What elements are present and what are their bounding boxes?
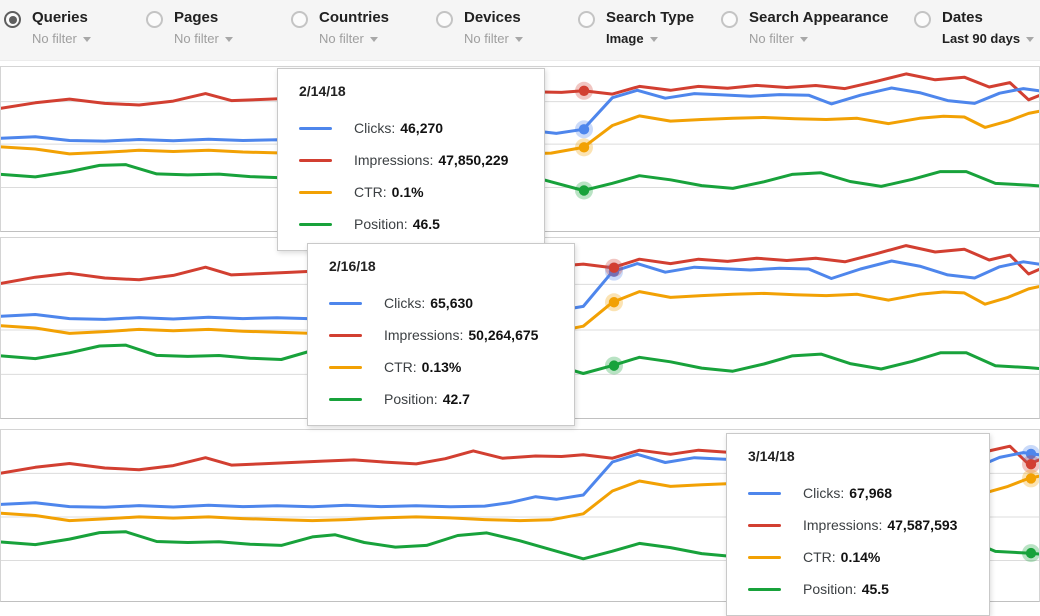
tooltip-row-position: Position: 42.7 (329, 383, 554, 415)
clicks-line-swatch-icon (748, 491, 781, 495)
dropdown-arrow-icon (369, 37, 378, 43)
tooltip-row-impressions: Impressions: 47,587,593 (748, 509, 969, 541)
tooltip-row-impressions: Impressions: 47,850,229 (299, 144, 524, 176)
filter-pages[interactable]: Pages No filter (146, 8, 233, 47)
queries-radio-icon[interactable] (4, 11, 21, 28)
clicks-line-swatch-icon (299, 126, 332, 130)
filter-dates[interactable]: Dates Last 90 days (914, 8, 1035, 47)
tooltip-row-clicks: Clicks: 46,270 (299, 112, 524, 144)
ctr-line-swatch-icon (329, 365, 362, 369)
filter-search-appearance[interactable]: Search Appearance No filter (721, 8, 889, 47)
tooltip-row-ctr: CTR: 0.14% (748, 541, 969, 573)
tooltip-row-ctr: CTR: 0.1% (299, 176, 524, 208)
filter-value-dropdown[interactable]: Image (606, 31, 694, 47)
filter-queries[interactable]: Queries No filter (4, 8, 91, 47)
tooltip-row-clicks: Clicks: 65,630 (329, 287, 554, 319)
tooltip-date: 2/16/18 (329, 258, 376, 274)
filter-search-type[interactable]: Search Type Image (578, 8, 694, 47)
line-chart (1, 72, 1039, 200)
impressions-line-swatch-icon (329, 333, 362, 337)
ctr-line-swatch-icon (748, 555, 781, 559)
filter-label: Pages (174, 9, 219, 26)
dropdown-arrow-icon (514, 37, 523, 43)
devices-radio-icon[interactable] (436, 11, 453, 28)
filter-bar: Queries No filter Pages No filter Countr… (0, 0, 1040, 61)
filter-label: Search Appearance (749, 9, 889, 26)
dropdown-arrow-icon (224, 37, 233, 43)
search-appearance-radio-icon[interactable] (721, 11, 738, 28)
ctr-line-swatch-icon (299, 190, 332, 194)
countries-radio-icon[interactable] (291, 11, 308, 28)
chart-tooltip-2: 2/16/18 Clicks: 65,630 Impressions: 50,2… (307, 243, 575, 426)
dropdown-arrow-icon (82, 37, 91, 43)
tooltip-date: 3/14/18 (748, 448, 795, 464)
impressions-line-swatch-icon (299, 158, 332, 162)
filter-label: Search Type (606, 9, 695, 26)
chart-tooltip-3: 3/14/18 Clicks: 67,968 Impressions: 47,5… (726, 433, 990, 616)
chart-tooltip-1: 2/14/18 Clicks: 46,270 Impressions: 47,8… (277, 68, 545, 251)
tooltip-row-clicks: Clicks: 67,968 (748, 477, 969, 509)
pages-radio-icon[interactable] (146, 11, 163, 28)
filter-label: Devices (464, 9, 521, 26)
dropdown-arrow-icon (799, 37, 808, 43)
position-line-swatch-icon (299, 222, 332, 226)
filter-label: Dates (942, 9, 983, 26)
filter-countries[interactable]: Countries No filter (291, 8, 389, 47)
filter-value-dropdown[interactable]: No filter (319, 31, 389, 47)
filter-devices[interactable]: Devices No filter (436, 8, 523, 47)
tooltip-row-impressions: Impressions: 50,264,675 (329, 319, 554, 351)
dropdown-arrow-icon (1026, 37, 1035, 43)
position-line-swatch-icon (329, 397, 362, 401)
search-type-radio-icon[interactable] (578, 11, 595, 28)
tooltip-row-position: Position: 46.5 (299, 208, 524, 240)
filter-label: Queries (32, 9, 88, 26)
tooltip-date: 2/14/18 (299, 83, 346, 99)
tooltip-row-position: Position: 45.5 (748, 573, 969, 605)
dates-radio-icon[interactable] (914, 11, 931, 28)
filter-value-dropdown[interactable]: No filter (464, 31, 523, 47)
filter-value-dropdown[interactable]: No filter (749, 31, 889, 47)
filter-value-dropdown[interactable]: No filter (174, 31, 233, 47)
filter-label: Countries (319, 9, 390, 26)
filter-value-dropdown[interactable]: No filter (32, 31, 91, 47)
position-line-swatch-icon (748, 587, 781, 591)
impressions-line-swatch-icon (748, 523, 781, 527)
clicks-line-swatch-icon (329, 301, 362, 305)
filter-value-dropdown[interactable]: Last 90 days (942, 31, 1035, 47)
tooltip-row-ctr: CTR: 0.13% (329, 351, 554, 383)
dropdown-arrow-icon (649, 37, 658, 43)
